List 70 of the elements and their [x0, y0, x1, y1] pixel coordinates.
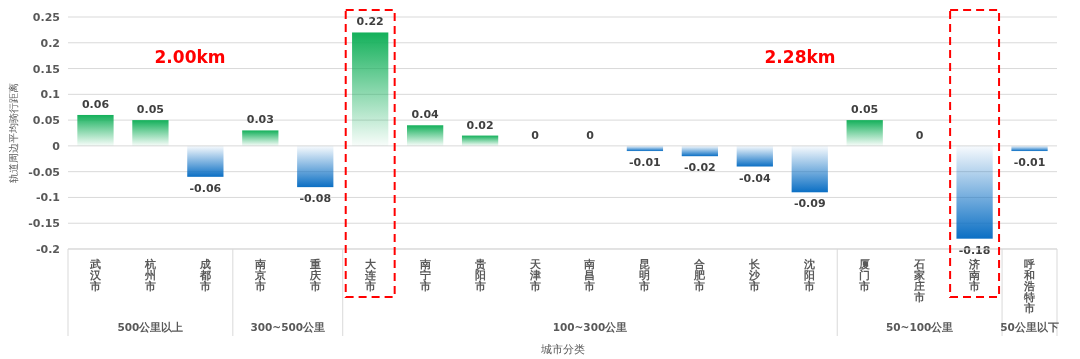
data-label: 0 [586, 128, 595, 142]
bar [77, 114, 114, 146]
x-tick-label: 石家庄市 [913, 258, 926, 303]
x-tick-label: 贵阳市 [473, 258, 486, 292]
bar [132, 120, 169, 146]
text: 300~500公里 [250, 321, 326, 333]
bar [846, 120, 883, 146]
x-tick-label: 合肥市 [693, 258, 707, 292]
annotation: 2.28km [764, 47, 836, 67]
bar [407, 125, 444, 146]
x-tick-label: 南京市 [253, 258, 266, 292]
x-tick-label: 南宁市 [418, 258, 431, 292]
bar [352, 32, 389, 146]
x-axis-title: 城市分类 [539, 343, 585, 356]
data-label: 0.05 [136, 103, 164, 117]
bar [956, 145, 993, 239]
x-tick-label: 沈阳市 [803, 258, 816, 292]
y-axis-title: 轨道周边平均骑行距离 [8, 83, 19, 183]
x-tick-label: 厦门市 [858, 258, 871, 292]
x-tick-label: 长沙市 [748, 258, 762, 292]
x-tick-label: 昆明市 [638, 258, 651, 292]
data-label: -0.01 [1013, 156, 1046, 170]
x-tick-label: 大连市 [363, 258, 377, 292]
data-label: 0.05 [851, 103, 879, 117]
text: 50公里以下 [1000, 321, 1059, 333]
bar [297, 145, 334, 188]
bar [681, 145, 718, 157]
text: 100~300公里 [552, 321, 628, 333]
bar [242, 130, 279, 146]
bar [791, 145, 828, 193]
bar [187, 145, 224, 177]
text: 500公里以上 [117, 321, 184, 333]
y-tick-label: 0.15 [32, 62, 60, 76]
x-tick-label: 成都市 [198, 258, 211, 292]
data-label: 0.04 [411, 108, 440, 122]
y-tick-label: -0.05 [28, 165, 60, 179]
data-label: -0.09 [793, 197, 826, 211]
annotation: 2.00km [154, 47, 226, 67]
y-tick-label: -0.1 [35, 191, 60, 205]
x-tick-label: 武汉市 [88, 258, 102, 292]
x-tick-label: 南昌市 [583, 258, 596, 292]
data-label: -0.18 [958, 243, 991, 257]
data-label: -0.01 [629, 156, 661, 170]
data-label: -0.04 [738, 171, 771, 185]
y-tick-label: 0.2 [40, 36, 60, 50]
data-label: 0 [915, 128, 924, 142]
data-label: 0.06 [81, 97, 110, 111]
text: 50~100公里 [885, 321, 954, 333]
bar [736, 145, 773, 167]
y-tick-label: 0.1 [40, 88, 60, 102]
y-tick-label: 0.25 [32, 11, 60, 24]
bar [1011, 145, 1048, 152]
x-tick-label: 重庆市 [308, 258, 321, 292]
y-tick-label: 0 [52, 139, 61, 153]
data-label: 0.02 [466, 118, 494, 132]
x-tick-label: 天津市 [528, 258, 541, 292]
x-tick-label: 呼和浩特市 [1023, 258, 1036, 314]
data-label: 0 [531, 128, 540, 142]
data-label: 0.03 [246, 113, 274, 127]
x-tick-label: 济南市 [968, 258, 981, 292]
y-tick-label: 0.05 [32, 114, 60, 128]
y-tick-label: -0.2 [35, 243, 60, 256]
x-tick-label: 杭州市 [143, 258, 156, 292]
data-label: -0.02 [684, 161, 716, 175]
data-label: -0.06 [189, 181, 222, 195]
bar [626, 145, 664, 152]
data-label: -0.08 [299, 192, 332, 206]
bar [461, 135, 499, 146]
data-label: 0.22 [356, 15, 384, 29]
y-tick-label: -0.15 [28, 217, 60, 231]
